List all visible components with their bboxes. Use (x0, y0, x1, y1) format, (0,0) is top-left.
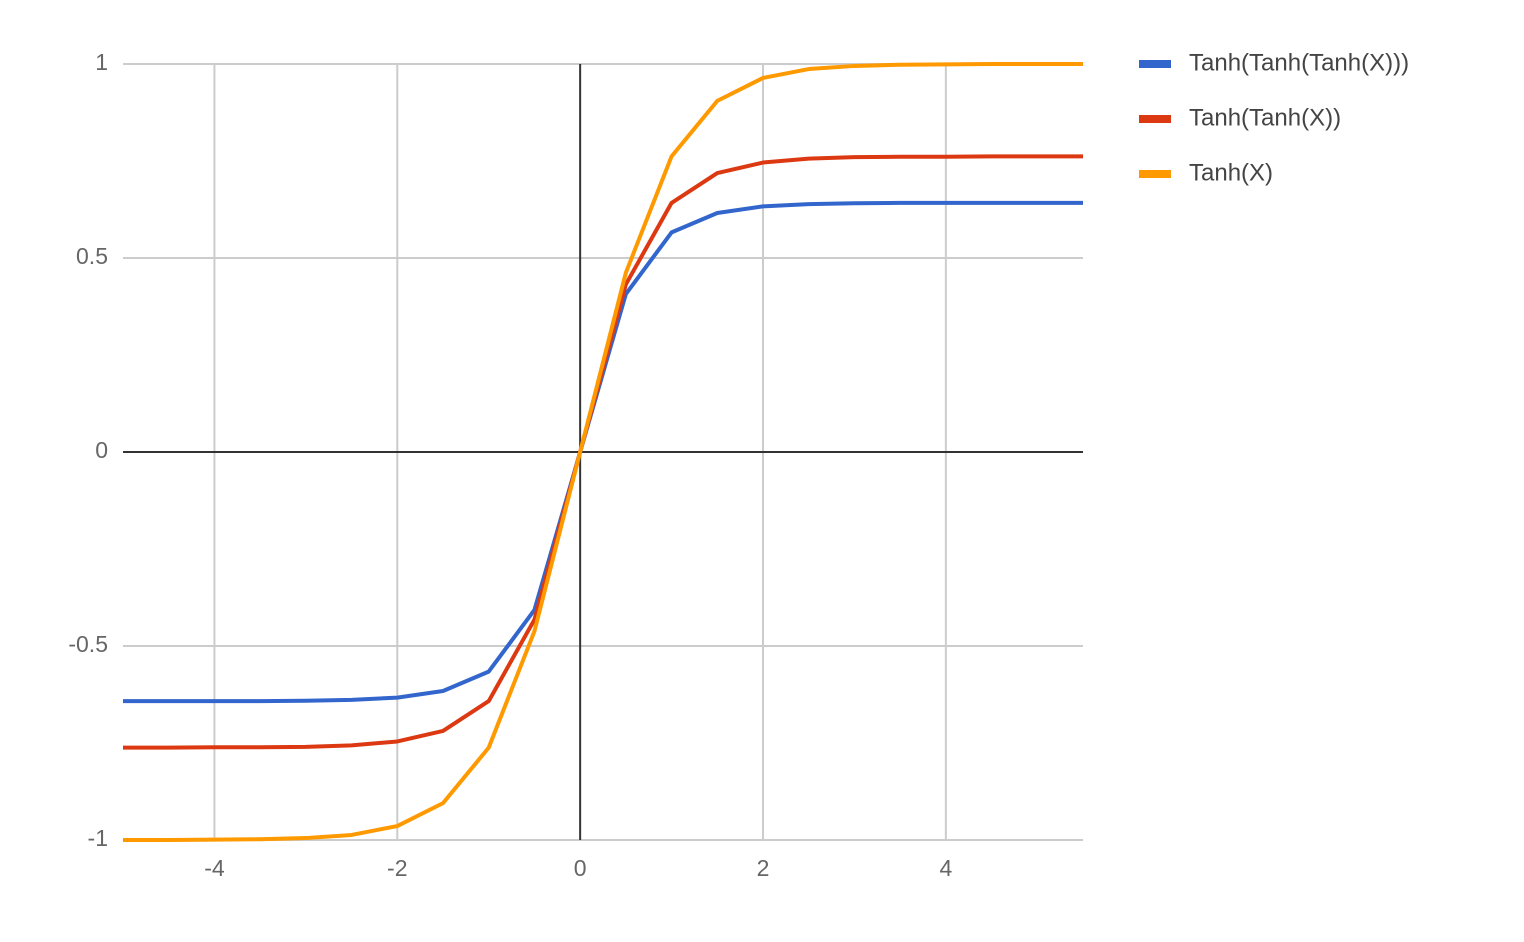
legend-swatch (1139, 170, 1171, 178)
legend-label: Tanh(X) (1189, 159, 1273, 186)
legend-label: Tanh(Tanh(Tanh(X))) (1189, 49, 1409, 76)
x-tick-label: 4 (939, 855, 952, 881)
legend-label: Tanh(Tanh(X)) (1189, 104, 1341, 131)
y-tick-label: -0.5 (68, 631, 108, 657)
x-tick-label: 0 (574, 855, 587, 881)
legend-swatch (1139, 115, 1171, 123)
y-tick-label: 1 (95, 49, 108, 75)
series-line (123, 62, 1083, 842)
x-tick-label: -2 (387, 855, 407, 881)
y-tick-label: -1 (88, 825, 108, 851)
x-tick-label: -4 (204, 855, 225, 881)
y-tick-label: 0.5 (76, 243, 108, 269)
x-tick-label: 2 (757, 855, 770, 881)
legend-swatch (1139, 60, 1171, 68)
y-tick-label: 0 (95, 437, 108, 463)
